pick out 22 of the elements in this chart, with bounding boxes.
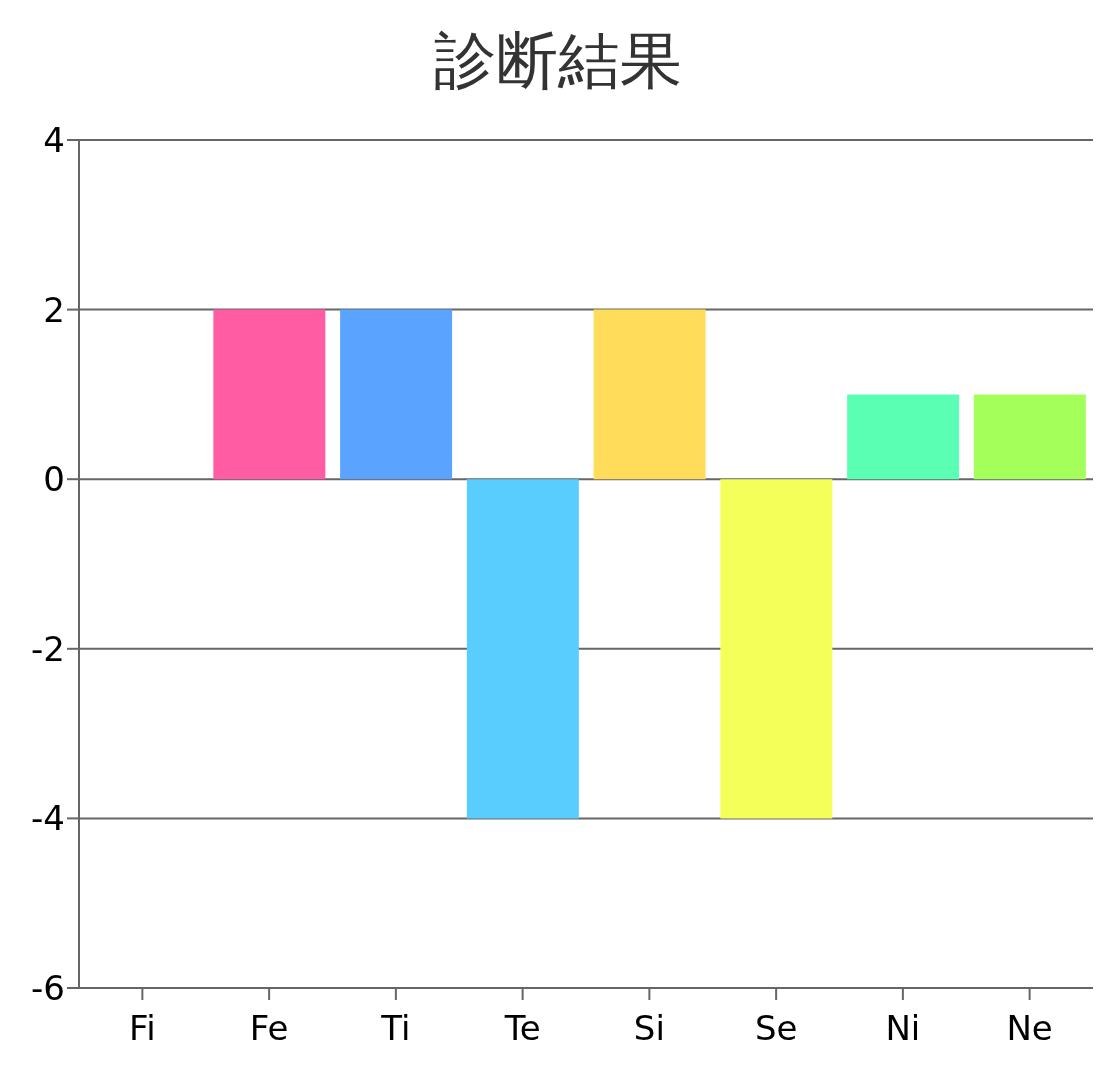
bar — [973, 394, 1086, 480]
x-tick-label: Te — [503, 1008, 541, 1049]
x-tick-label: Fi — [129, 1008, 156, 1049]
y-tick-label: -4 — [31, 798, 65, 839]
y-tick-label: 4 — [43, 120, 65, 161]
bar — [593, 309, 706, 480]
y-tick-label: -2 — [31, 628, 65, 669]
bar — [720, 479, 833, 819]
x-tick-label: Ti — [380, 1008, 411, 1049]
x-tick-label: Fe — [249, 1008, 289, 1049]
bar — [466, 479, 579, 819]
y-tick-label: -6 — [31, 968, 65, 1009]
x-tick-label: Si — [633, 1008, 665, 1049]
bar — [847, 394, 960, 480]
x-tick-label: Se — [754, 1008, 798, 1049]
bar — [340, 309, 453, 480]
bar — [213, 309, 326, 480]
x-tick-label: Ni — [885, 1008, 921, 1049]
y-tick-label: 2 — [43, 289, 65, 330]
x-tick-label: Ne — [1006, 1008, 1053, 1049]
y-tick-label: 0 — [43, 459, 65, 500]
chart-title: 診断結果 — [433, 23, 683, 99]
